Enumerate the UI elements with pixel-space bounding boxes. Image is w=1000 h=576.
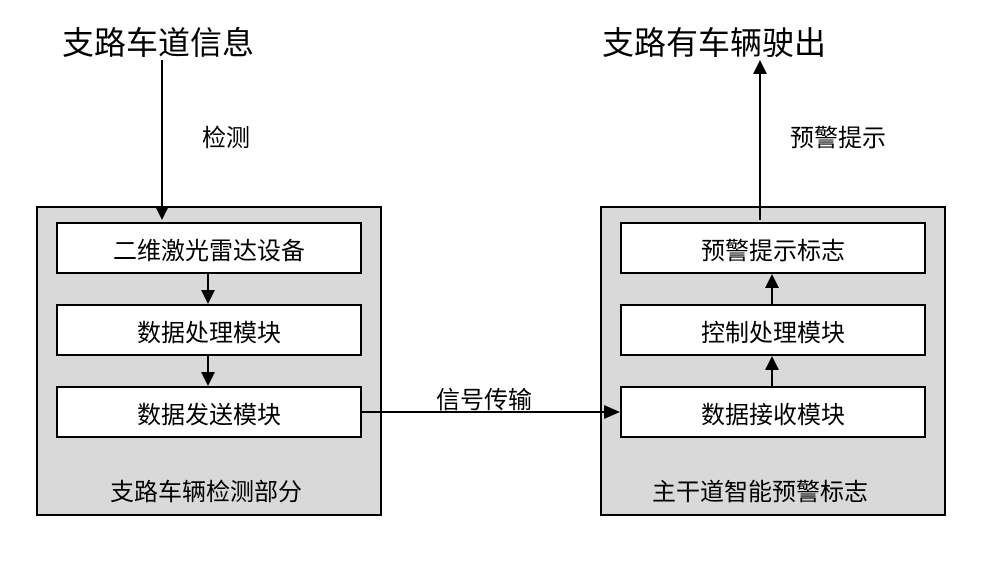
right-box-3-text: 数据接收模块 xyxy=(701,395,845,430)
edge-label-signal: 信号传输 xyxy=(436,380,532,415)
arrow-top-left-line xyxy=(161,60,163,208)
container-right-caption: 主干道智能预警标志 xyxy=(652,472,868,507)
right-box-1: 预警提示标志 xyxy=(620,222,926,274)
right-box-1-text: 预警提示标志 xyxy=(701,231,845,266)
arrow-top-right-head xyxy=(753,60,767,74)
arrow-right-2-1-line xyxy=(771,288,773,304)
arrow-right-3-2-line xyxy=(771,370,773,386)
arrow-left-1-2-head xyxy=(201,290,215,304)
left-box-2: 数据处理模块 xyxy=(56,304,362,356)
left-box-1: 二维激光雷达设备 xyxy=(56,222,362,274)
right-box-2-text: 控制处理模块 xyxy=(701,313,845,348)
edge-label-warn-tip: 预警提示 xyxy=(790,118,886,153)
right-box-3: 数据接收模块 xyxy=(620,386,926,438)
arrow-cross-line xyxy=(362,411,606,413)
left-box-3-text: 数据发送模块 xyxy=(137,395,281,430)
arrow-right-2-1-head xyxy=(765,274,779,288)
left-box-3: 数据发送模块 xyxy=(56,386,362,438)
diagram-canvas: 支路车道信息 支路有车辆驶出 检测 预警提示 信号传输 支路车辆检测部分 主干道… xyxy=(0,0,1000,576)
left-box-1-text: 二维激光雷达设备 xyxy=(113,231,305,266)
arrow-top-right-line xyxy=(759,74,761,220)
arrow-left-2-3-head xyxy=(201,372,215,386)
label-top-left: 支路车道信息 xyxy=(62,18,254,64)
right-box-2: 控制处理模块 xyxy=(620,304,926,356)
arrow-top-left-head xyxy=(155,206,169,220)
arrow-cross-head xyxy=(604,405,620,419)
label-top-right: 支路有车辆驶出 xyxy=(602,18,826,64)
edge-label-detect: 检测 xyxy=(202,118,250,153)
left-box-2-text: 数据处理模块 xyxy=(137,313,281,348)
arrow-right-3-2-head xyxy=(765,356,779,370)
container-left-caption: 支路车辆检测部分 xyxy=(110,472,302,507)
